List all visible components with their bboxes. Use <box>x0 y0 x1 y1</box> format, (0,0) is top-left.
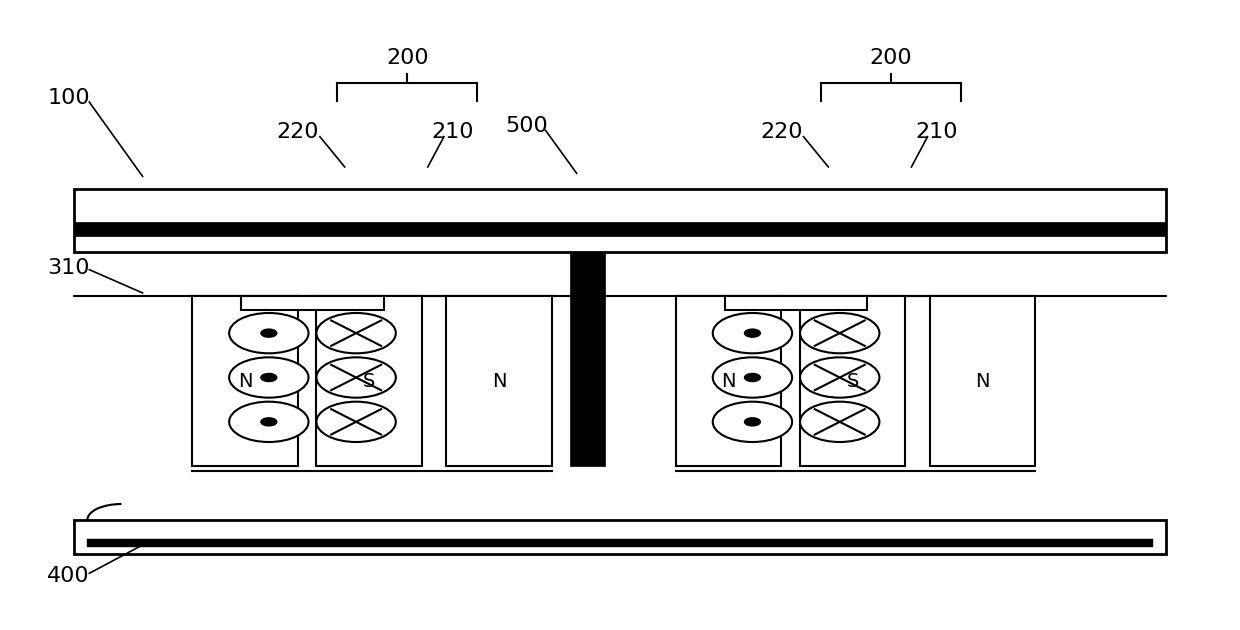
Circle shape <box>744 418 760 426</box>
Circle shape <box>316 357 396 398</box>
Circle shape <box>744 374 760 382</box>
Text: 310: 310 <box>47 258 89 278</box>
Bar <box>800 296 905 466</box>
Circle shape <box>260 374 277 382</box>
Circle shape <box>713 313 792 353</box>
Text: S: S <box>847 372 858 391</box>
Bar <box>570 252 605 466</box>
Text: N: N <box>722 372 735 391</box>
Bar <box>74 520 1166 554</box>
Bar <box>74 189 1166 252</box>
Bar <box>192 296 298 466</box>
Text: N: N <box>976 372 990 391</box>
Circle shape <box>260 418 277 426</box>
Circle shape <box>316 402 396 442</box>
Circle shape <box>800 402 879 442</box>
Circle shape <box>800 313 879 353</box>
Circle shape <box>229 313 309 353</box>
Circle shape <box>229 357 309 398</box>
Bar <box>74 222 1166 236</box>
Bar <box>241 296 384 310</box>
Bar <box>930 296 1035 466</box>
Circle shape <box>713 357 792 398</box>
Text: 500: 500 <box>506 116 548 136</box>
Text: 200: 200 <box>869 48 913 68</box>
Circle shape <box>260 329 277 337</box>
Bar <box>87 539 1153 547</box>
Text: 200: 200 <box>386 48 429 68</box>
Text: 210: 210 <box>915 122 957 142</box>
Circle shape <box>744 329 760 337</box>
Bar <box>724 296 868 310</box>
Circle shape <box>229 402 309 442</box>
Text: 210: 210 <box>432 122 474 142</box>
Bar <box>316 296 422 466</box>
Bar <box>446 296 552 466</box>
Text: N: N <box>492 372 506 391</box>
Text: N: N <box>238 372 252 391</box>
Text: 220: 220 <box>277 122 319 142</box>
Text: 220: 220 <box>760 122 802 142</box>
Text: 100: 100 <box>47 88 89 108</box>
Bar <box>676 296 781 466</box>
Circle shape <box>316 313 396 353</box>
Text: 400: 400 <box>47 566 89 587</box>
Circle shape <box>713 402 792 442</box>
Text: S: S <box>363 372 374 391</box>
Circle shape <box>800 357 879 398</box>
